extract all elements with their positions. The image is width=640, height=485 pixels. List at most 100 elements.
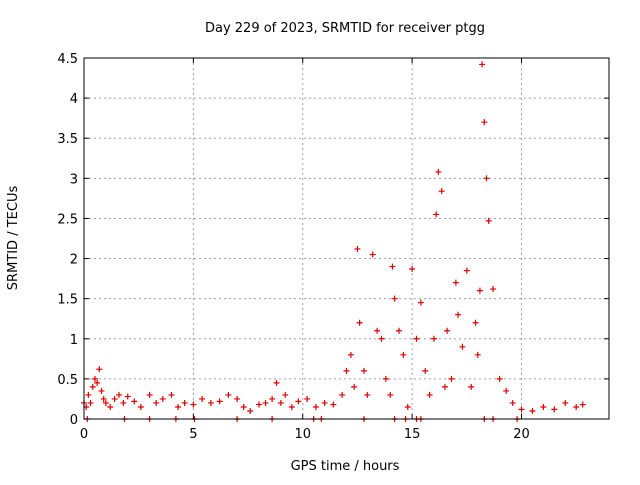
y-tick-label: 3 xyxy=(70,172,78,187)
data-point xyxy=(216,398,223,405)
y-tick-label: 2 xyxy=(70,253,78,268)
data-point xyxy=(159,395,166,402)
y-tick-label: 0.5 xyxy=(57,373,78,388)
data-point xyxy=(444,327,451,334)
data-point xyxy=(413,335,420,342)
data-point xyxy=(273,379,280,386)
data-point xyxy=(472,319,479,326)
data-point xyxy=(485,217,492,224)
plot-frame xyxy=(83,57,610,420)
data-point xyxy=(382,375,389,382)
data-point xyxy=(207,399,214,406)
data-point xyxy=(351,383,358,390)
data-point xyxy=(540,403,547,410)
y-tick-label: 4.5 xyxy=(57,52,78,67)
data-point xyxy=(312,403,319,410)
data-point xyxy=(474,351,481,358)
data-point xyxy=(481,119,488,126)
data-point xyxy=(369,251,376,258)
data-point xyxy=(579,401,586,408)
data-point xyxy=(417,299,424,306)
data-point xyxy=(452,279,459,286)
data-point xyxy=(153,399,160,406)
data-point xyxy=(400,351,407,358)
data-point xyxy=(435,168,442,175)
y-tick-label: 2.5 xyxy=(57,212,78,227)
data-point xyxy=(562,399,569,406)
data-point xyxy=(94,379,101,386)
data-point xyxy=(87,399,94,406)
data-point xyxy=(282,391,289,398)
data-point xyxy=(98,387,105,394)
data-point xyxy=(131,398,138,405)
data-point xyxy=(234,395,241,402)
data-point xyxy=(269,395,276,402)
data-point xyxy=(330,401,337,408)
data-point xyxy=(509,399,516,406)
data-point xyxy=(378,335,385,342)
data-point xyxy=(124,393,131,400)
chart-title: Day 229 of 2023, SRMTID for receiver ptg… xyxy=(205,21,485,36)
x-tick-label: 0 xyxy=(80,427,88,442)
data-point xyxy=(190,401,197,408)
data-point xyxy=(175,403,182,410)
x-tick-label: 15 xyxy=(404,427,421,442)
data-point xyxy=(391,295,398,302)
y-tick-label: 1 xyxy=(70,333,78,348)
data-point xyxy=(431,335,437,342)
data-point xyxy=(479,61,486,68)
data-point xyxy=(374,327,381,334)
y-tick-label: 3.5 xyxy=(57,132,78,147)
data-point xyxy=(529,407,536,414)
x-tick-label: 5 xyxy=(189,427,197,442)
data-point xyxy=(409,265,416,272)
data-point xyxy=(295,398,302,405)
data-point xyxy=(404,403,411,410)
data-point xyxy=(111,395,118,402)
data-point xyxy=(438,188,445,195)
data-point xyxy=(96,366,103,373)
data-point xyxy=(321,399,328,406)
data-point xyxy=(422,367,429,374)
data-point xyxy=(448,375,455,382)
data-point xyxy=(85,391,92,398)
data-point xyxy=(496,375,503,382)
data-point xyxy=(262,399,269,406)
tick-layer: 0 0.5 1 1.5 2 2.5 3 3.5 4 4.5 0 5 10 15 20 xyxy=(57,52,609,442)
data-point xyxy=(116,391,122,398)
y-tick-label: 1.5 xyxy=(57,293,78,308)
data-point xyxy=(463,267,470,274)
data-point xyxy=(256,401,262,408)
data-point xyxy=(347,351,354,358)
data-point xyxy=(356,319,363,326)
data-point xyxy=(107,403,114,410)
data-point xyxy=(503,387,510,394)
data-point xyxy=(137,403,144,410)
y-axis-label: SRMTID / TECUs xyxy=(6,186,21,291)
data-point xyxy=(277,399,284,406)
y-tick-label: 4 xyxy=(70,92,78,107)
data-point xyxy=(181,399,188,406)
data-point xyxy=(459,343,466,350)
data-point xyxy=(361,367,367,374)
data-point xyxy=(343,367,350,374)
data-point xyxy=(483,175,490,182)
data-point xyxy=(518,406,525,413)
data-point xyxy=(441,383,448,390)
y-tick-label: 0 xyxy=(70,413,78,428)
x-axis-label: GPS time / hours xyxy=(291,459,400,474)
data-point xyxy=(433,211,440,218)
data-point xyxy=(339,391,346,398)
data-point xyxy=(225,391,232,398)
data-point xyxy=(387,391,394,398)
data-point xyxy=(396,327,402,334)
data-point xyxy=(573,403,580,410)
data-point xyxy=(89,383,96,390)
data-point xyxy=(240,403,247,410)
data-point xyxy=(288,403,295,410)
data-point xyxy=(247,407,254,414)
data-point xyxy=(304,395,311,402)
data-point xyxy=(468,383,475,390)
